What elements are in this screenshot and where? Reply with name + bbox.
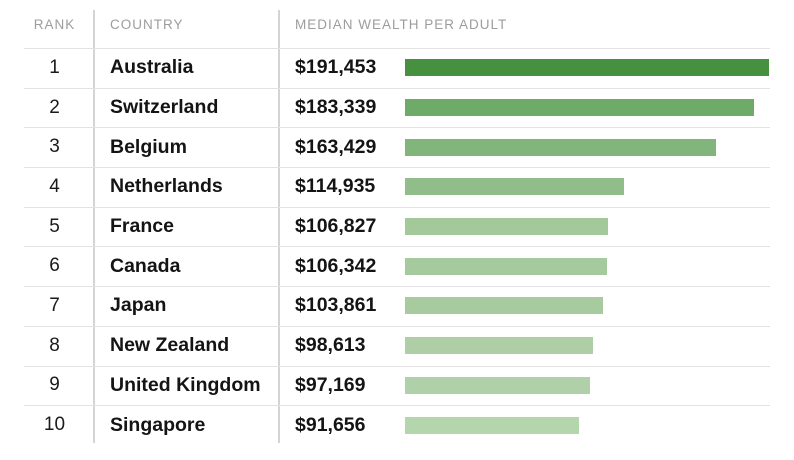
table-header: RANK COUNTRY MEDIAN WEALTH PER ADULT xyxy=(0,0,794,48)
wealth-cell: $97,169 xyxy=(278,374,794,397)
table-row: 2 Switzerland $183,339 xyxy=(0,87,794,128)
rank-value: 7 xyxy=(49,294,60,316)
wealth-value-label: $106,342 xyxy=(295,254,377,277)
rank-value: 1 xyxy=(49,56,60,78)
wealth-value-label: $103,861 xyxy=(295,294,377,317)
wealth-value-label: $91,656 xyxy=(295,413,366,436)
table-row: 1 Australia $191,453 xyxy=(0,48,794,88)
wealth-value-label: $114,935 xyxy=(295,175,376,198)
wealth-bar xyxy=(405,59,769,77)
rank-value: 9 xyxy=(49,374,60,396)
table-row: 8 New Zealand $98,613 xyxy=(0,325,794,366)
column-divider-rank-country xyxy=(93,10,95,443)
wealth-cell: $191,453 xyxy=(278,56,794,79)
wealth-bar xyxy=(405,138,716,156)
rank-value: 6 xyxy=(49,255,60,277)
rank-value: 4 xyxy=(49,175,60,197)
table-row: 5 France $106,827 xyxy=(0,206,794,247)
wealth-cell: $163,429 xyxy=(278,136,794,159)
country-label: Australia xyxy=(110,56,194,79)
wealth-bar xyxy=(405,376,590,394)
rank-value: 2 xyxy=(49,96,60,118)
rank-value: 8 xyxy=(49,334,60,356)
wealth-table: RANK COUNTRY MEDIAN WEALTH PER ADULT 1 A… xyxy=(0,0,794,445)
rank-value: 3 xyxy=(49,136,60,158)
wealth-bar xyxy=(405,178,624,196)
wealth-bar xyxy=(405,218,609,236)
wealth-cell: $106,827 xyxy=(278,215,794,238)
table-row: 7 Japan $103,861 xyxy=(0,286,794,326)
country-label: Japan xyxy=(110,294,167,317)
wealth-cell: $183,339 xyxy=(278,96,794,119)
table-body: 1 Australia $191,453 2 Switzerland $183,… xyxy=(0,48,794,445)
rank-value: 5 xyxy=(49,215,60,237)
wealth-value-label: $183,339 xyxy=(295,96,377,119)
column-divider-country-wealth xyxy=(278,10,280,443)
table-row: 6 Canada $106,342 xyxy=(0,246,794,286)
rank-value: 10 xyxy=(43,414,66,436)
country-label: Netherlands xyxy=(110,175,223,198)
wealth-bar xyxy=(405,257,608,275)
table-row: 3 Belgium $163,429 xyxy=(0,127,794,167)
wealth-cell: $103,861 xyxy=(278,294,794,317)
wealth-cell: $91,656 xyxy=(278,414,794,437)
wealth-bar xyxy=(405,416,580,434)
table-row: 9 United Kingdom $97,169 xyxy=(0,365,794,406)
table-row: 10 Singapore $91,656 xyxy=(0,405,794,445)
wealth-bar xyxy=(405,297,603,315)
column-header-country: COUNTRY xyxy=(110,16,184,32)
table-row: 4 Netherlands $114,935 xyxy=(0,167,794,207)
country-label: France xyxy=(110,215,174,238)
wealth-bar xyxy=(405,337,593,355)
wealth-cell: $106,342 xyxy=(278,255,794,278)
country-label: United Kingdom xyxy=(110,373,261,396)
wealth-cell: $98,613 xyxy=(278,334,794,357)
wealth-bar xyxy=(405,99,754,117)
wealth-value-label: $97,169 xyxy=(295,373,366,396)
wealth-cell: $114,935 xyxy=(278,175,794,198)
wealth-value-label: $106,827 xyxy=(295,215,377,238)
wealth-value-label: $191,453 xyxy=(295,56,377,79)
country-label: Canada xyxy=(110,254,181,277)
country-label: Singapore xyxy=(110,413,206,436)
wealth-value-label: $163,429 xyxy=(295,135,377,158)
country-label: Belgium xyxy=(110,135,187,158)
column-header-rank: RANK xyxy=(33,16,76,32)
country-label: Switzerland xyxy=(110,96,219,119)
country-label: New Zealand xyxy=(110,334,230,357)
wealth-value-label: $98,613 xyxy=(295,334,366,357)
column-header-median-wealth: MEDIAN WEALTH PER ADULT xyxy=(295,16,508,32)
